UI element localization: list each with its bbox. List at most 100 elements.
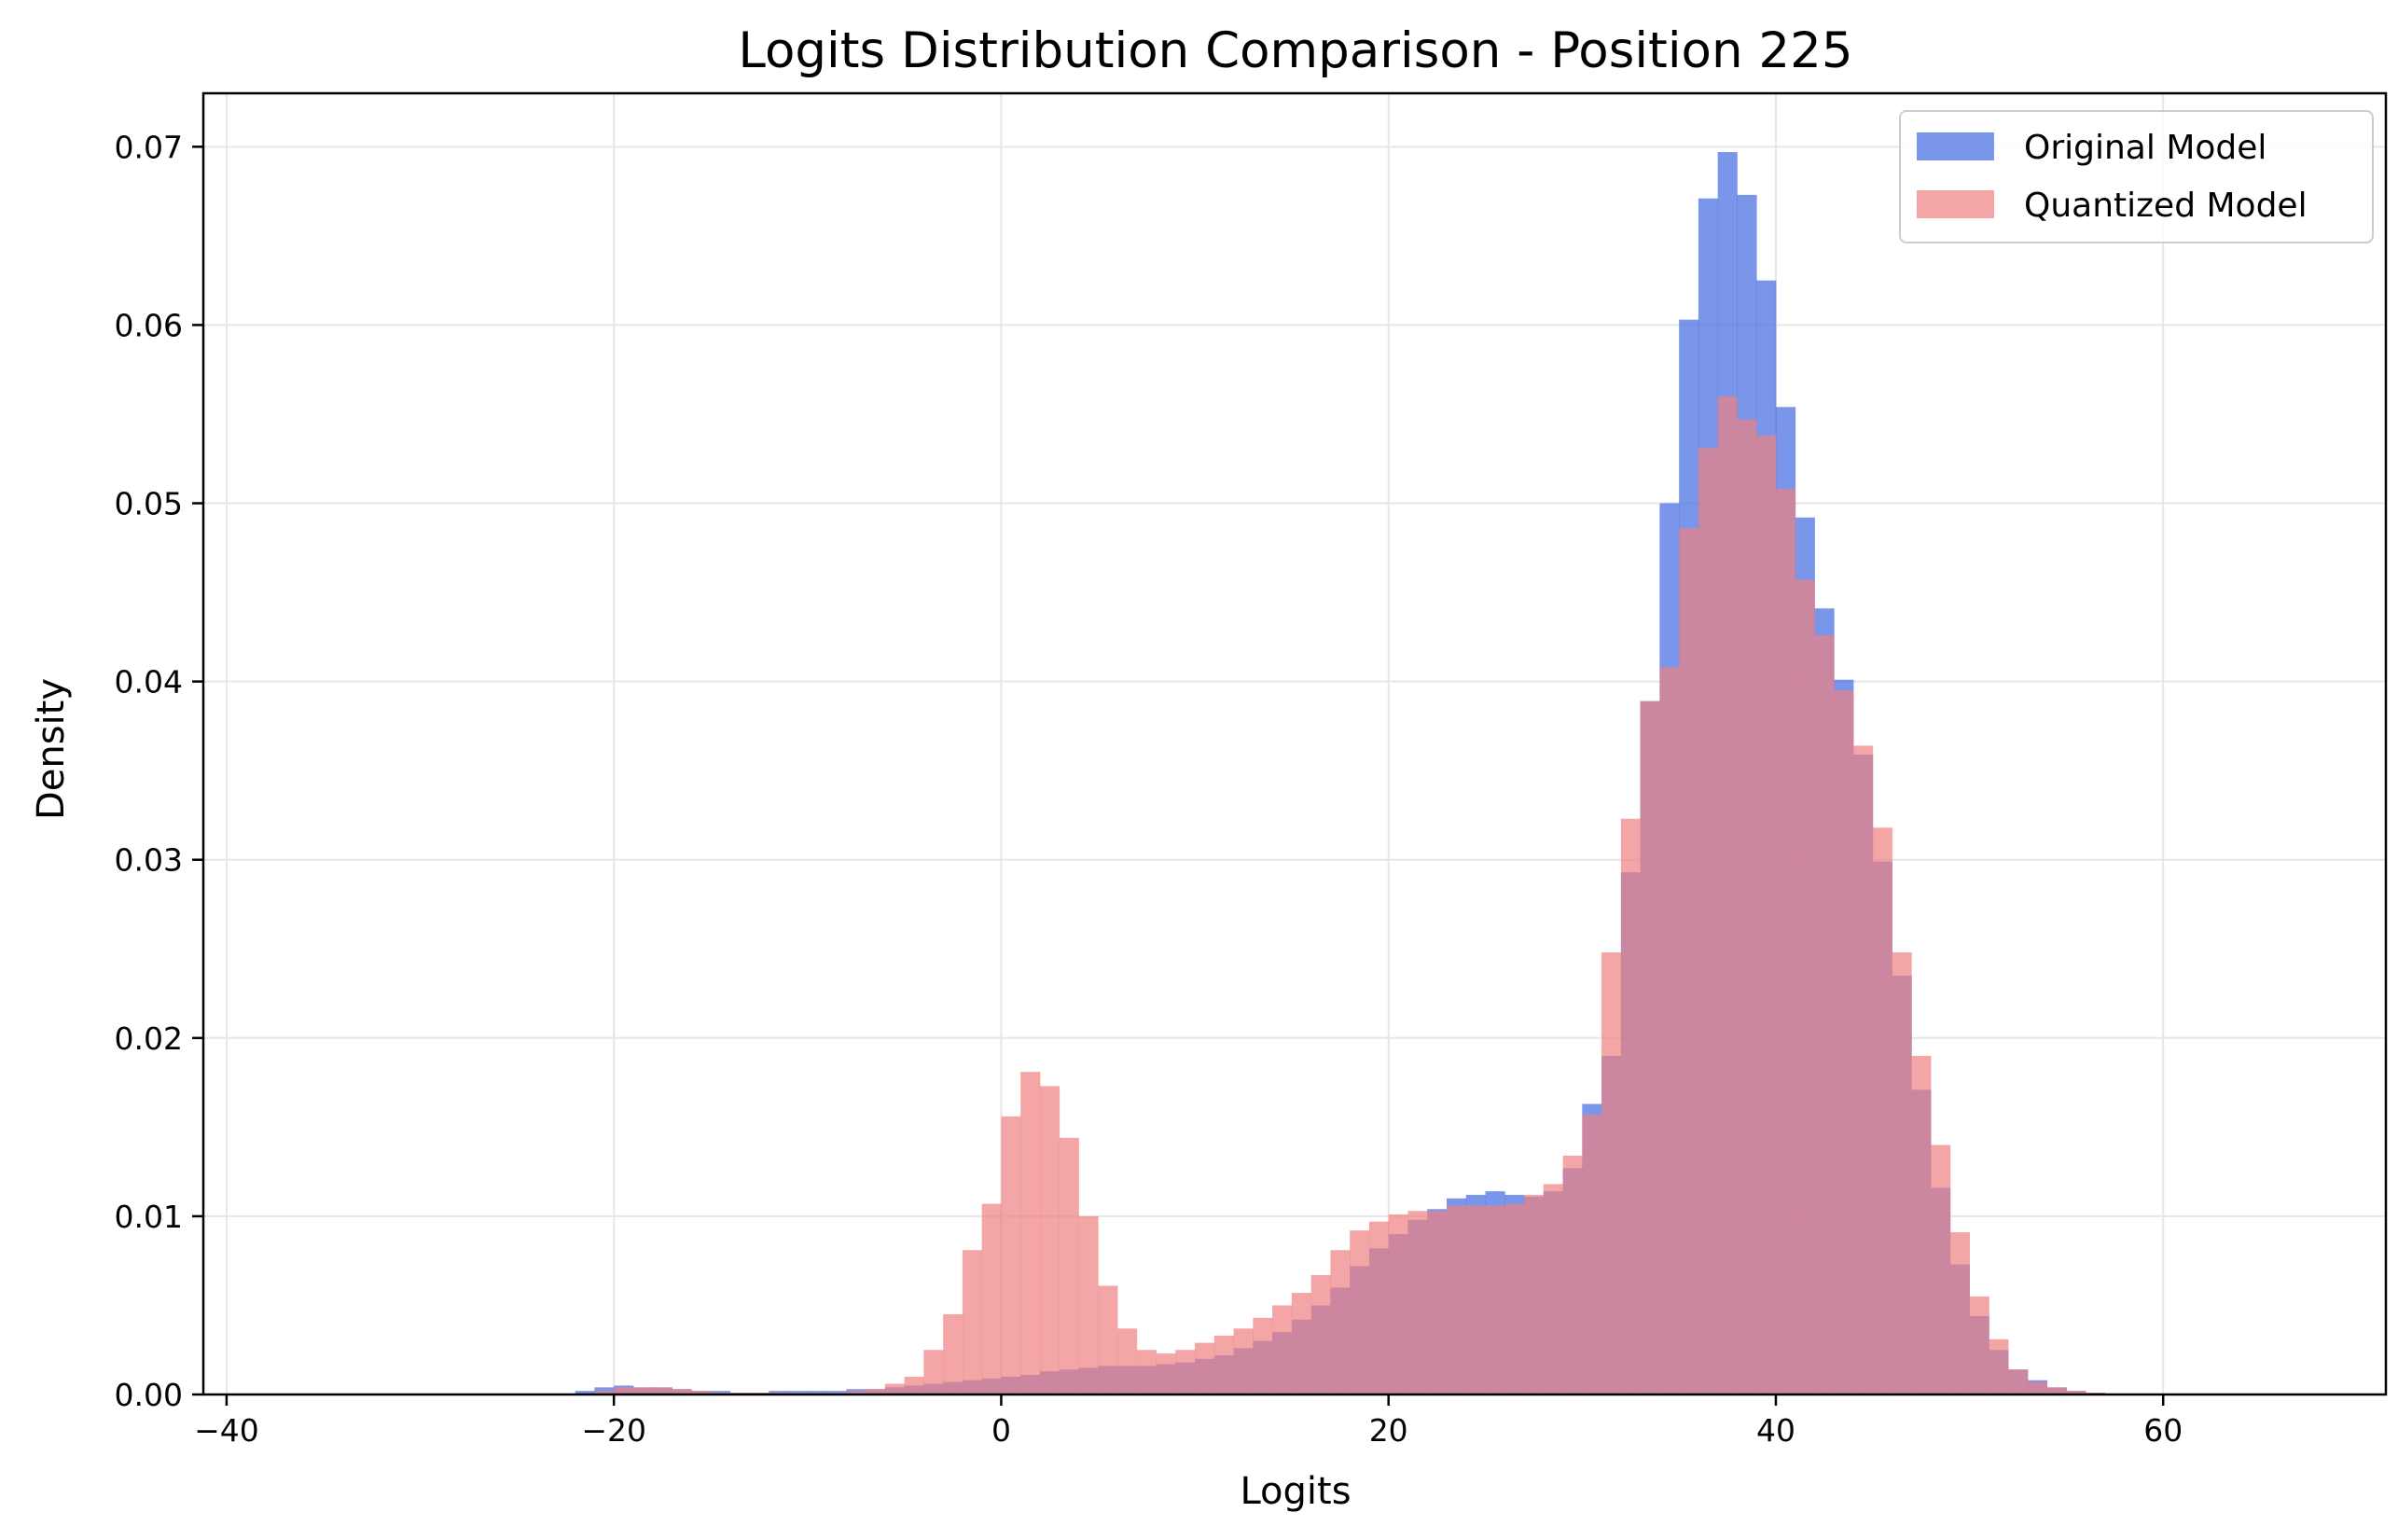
y-tick-label: 0.01	[115, 1199, 183, 1235]
histogram-bar	[575, 1391, 595, 1394]
histogram-bar	[1853, 745, 1874, 1394]
histogram-bar	[1795, 579, 1815, 1394]
histogram-bar	[1524, 1194, 1545, 1394]
plot-area-frame	[201, 91, 2388, 1396]
histogram-bar	[1872, 827, 1892, 1394]
histogram-bar	[691, 1391, 712, 1394]
y-tick-label: 0.06	[115, 307, 183, 343]
x-tick-label: 0	[991, 1412, 1011, 1449]
histogram-bar	[943, 1314, 963, 1394]
x-tick-label: −40	[194, 1412, 259, 1449]
histogram-bar	[2008, 1369, 2029, 1394]
histogram-bar	[1291, 1293, 1312, 1394]
histogram-bar	[632, 1387, 654, 1394]
histogram-bar	[1737, 419, 1757, 1395]
histogram-bar	[981, 1203, 1002, 1394]
histogram-bar	[1698, 448, 1719, 1394]
histogram-bar	[1427, 1211, 1448, 1394]
histogram-bar	[1195, 1342, 1215, 1394]
histogram-bar	[1136, 1350, 1157, 1394]
histogram-bar	[672, 1389, 692, 1394]
histogram-bar	[1834, 690, 1854, 1394]
histogram-bar	[1330, 1250, 1351, 1394]
histogram-bar	[1717, 395, 1738, 1394]
histogram-bar	[1388, 1214, 1408, 1394]
histogram-bar	[866, 1389, 886, 1394]
x-tick-label: −20	[581, 1412, 646, 1449]
histogram-bar	[2027, 1381, 2048, 1394]
y-tick-label: 0.05	[115, 486, 183, 522]
y-axis: 0.00 0.01 0.02 0.03 0.04 0.05 0.06 0.07	[115, 129, 203, 1413]
y-tick-label: 0.03	[115, 842, 183, 879]
grid-lines	[203, 93, 2386, 1395]
histogram-bar	[1407, 1211, 1428, 1394]
histogram-bar	[1310, 1274, 1331, 1394]
histogram-bar	[1504, 1203, 1525, 1394]
histogram-bar	[1640, 701, 1660, 1394]
histogram-bar	[1253, 1317, 1273, 1394]
histogram-bar	[2046, 1387, 2067, 1394]
histogram-bar	[1039, 1086, 1060, 1394]
y-tick-label: 0.04	[115, 664, 183, 701]
legend-label: Original Model	[2024, 129, 2266, 167]
histogram-bar	[1350, 1230, 1370, 1394]
series-quantized-model	[594, 395, 2106, 1395]
histogram-bar	[1620, 818, 1642, 1394]
histogram-bar	[1756, 435, 1777, 1395]
histogram-bar	[1543, 1184, 1563, 1394]
x-axis-label: Logits	[1240, 1470, 1351, 1513]
histogram-bar	[1446, 1205, 1467, 1394]
histogram-bar	[1117, 1328, 1138, 1394]
histogram-bar	[1175, 1350, 1196, 1394]
legend-box	[1899, 110, 2374, 243]
legend: Original Model Quantized Model	[1899, 110, 2374, 243]
histogram-bar	[1001, 1116, 1021, 1394]
x-tick-label: 40	[1756, 1412, 1795, 1449]
histogram-bar	[1562, 1155, 1583, 1394]
histogram-bar	[962, 1250, 983, 1394]
y-tick-label: 0.00	[115, 1377, 183, 1413]
histogram-bar	[1233, 1328, 1254, 1394]
histogram-bar	[652, 1387, 672, 1394]
histogram-bars	[575, 152, 2106, 1395]
histogram-bar	[904, 1376, 924, 1394]
histogram-bar	[1659, 667, 1680, 1394]
y-tick-label: 0.02	[115, 1020, 183, 1057]
histogram-bar	[1213, 1335, 1234, 1394]
histogram-bar	[1465, 1205, 1486, 1394]
histogram-bar	[1020, 1072, 1041, 1394]
y-tick-label: 0.07	[115, 129, 183, 165]
histogram-bar	[1059, 1137, 1079, 1394]
legend-label: Quantized Model	[2024, 187, 2308, 225]
histogram-bar	[614, 1387, 634, 1394]
histogram-bar	[923, 1350, 944, 1394]
x-axis: −40 −20 0 20 40 60	[194, 1394, 2183, 1449]
histogram-bar	[1911, 1055, 1932, 1394]
legend-swatch	[1917, 132, 1994, 160]
histogram-bar	[1368, 1221, 1390, 1394]
x-tick-label: 60	[2143, 1412, 2183, 1449]
histogram-bar	[1098, 1285, 1118, 1394]
histogram-bar	[2066, 1391, 2086, 1394]
histogram-bar	[1601, 952, 1622, 1394]
x-tick-label: 20	[1369, 1412, 1408, 1449]
histogram-bar	[1989, 1339, 2009, 1394]
histogram-bar	[1775, 489, 1796, 1394]
legend-swatch	[1917, 190, 1994, 218]
histogram-bar	[846, 1391, 866, 1394]
histogram-bar	[1078, 1215, 1099, 1394]
histogram-bar	[1892, 952, 1912, 1394]
histogram-bar	[1949, 1232, 1970, 1394]
histogram-bar	[1485, 1205, 1505, 1394]
histogram-bar	[1679, 528, 1699, 1394]
histogram-bar	[1814, 634, 1835, 1394]
histogram-bar	[1582, 1114, 1602, 1394]
chart-title: Logits Distribution Comparison - Positio…	[738, 22, 1852, 79]
histogram-bar	[594, 1391, 615, 1394]
y-axis-label: Density	[30, 678, 73, 820]
histogram-bar	[1156, 1353, 1176, 1394]
histogram-bar	[884, 1383, 906, 1394]
histogram-bar	[1969, 1296, 1989, 1394]
histogram-bar	[1272, 1305, 1293, 1394]
